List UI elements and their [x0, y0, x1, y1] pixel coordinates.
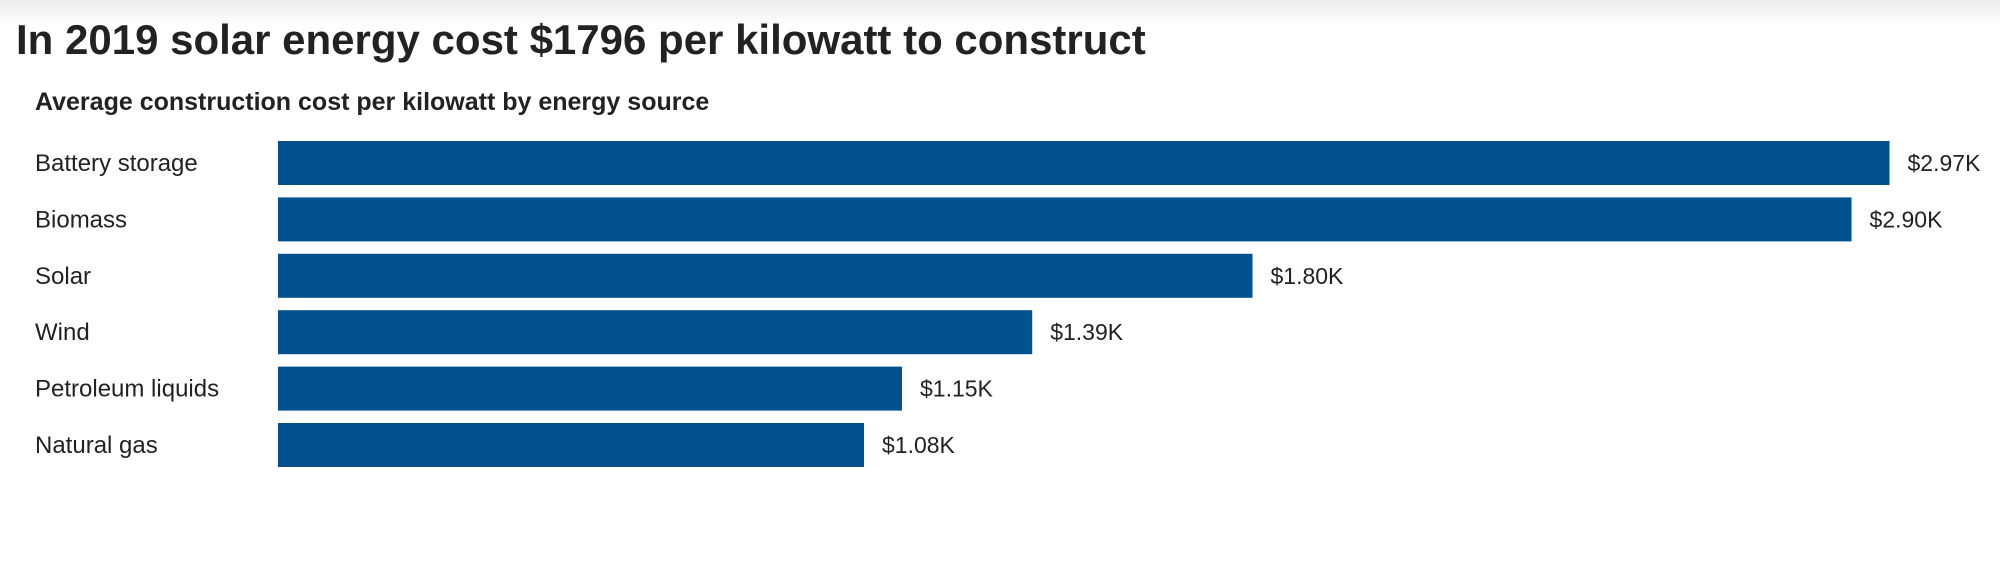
bar-natural-gas: [278, 423, 865, 467]
bar-biomass: [278, 197, 1852, 242]
chart-title: Average construction cost per kilowatt b…: [35, 88, 710, 116]
category-label-petroleum-liquids: Petroleum liquids: [35, 376, 219, 403]
page-title: In 2019 solar energy cost $1796 per kilo…: [16, 16, 1146, 63]
category-label-solar: Solar: [35, 263, 91, 290]
top-shadow: [0, 0, 2000, 26]
value-label-battery-storage: $2.97K: [1908, 150, 1982, 176]
bar-wind: [278, 310, 1033, 355]
value-label-biomass: $2.90K: [1870, 206, 1944, 232]
value-label-solar: $1.80K: [1271, 263, 1345, 289]
category-label-biomass: Biomass: [35, 206, 127, 233]
category-label-wind: Wind: [35, 319, 90, 346]
bar-solar: [278, 253, 1253, 298]
value-label-natural-gas: $1.08K: [882, 432, 956, 458]
value-label-wind: $1.39K: [1050, 319, 1124, 345]
bar-battery-storage: [278, 141, 1890, 185]
bar-petroleum-liquids: [278, 366, 902, 411]
category-label-battery-storage: Battery storage: [35, 150, 198, 177]
category-label-natural-gas: Natural gas: [35, 432, 158, 459]
value-label-petroleum-liquids: $1.15K: [920, 376, 994, 402]
